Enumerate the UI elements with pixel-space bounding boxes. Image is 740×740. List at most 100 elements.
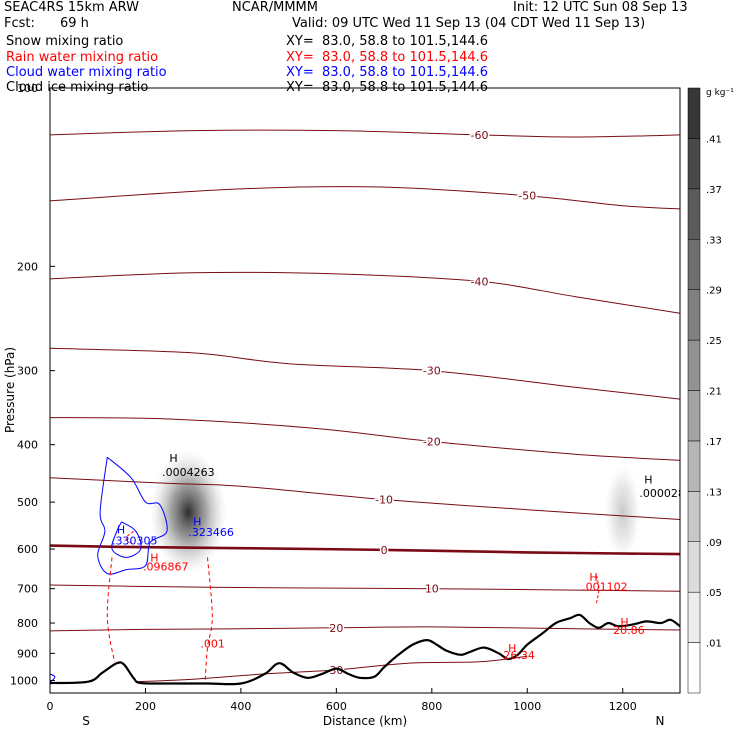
init-time: Init: 12 UTC Sun 08 Sep 13 (513, 0, 688, 15)
extremum-label: .001 (200, 638, 225, 651)
colorbar-swatch (687, 491, 701, 543)
y-tick-label: 900 (17, 647, 38, 660)
model-title: SEAC4RS 15km ARW (4, 0, 140, 15)
extremum-label: H (620, 616, 628, 629)
temperature-contour-label: 20 (329, 622, 343, 635)
temperature-contour-label: 10 (425, 583, 439, 596)
x-tick-label: 0 (47, 700, 54, 713)
colorbar-label: .13 (706, 487, 722, 498)
temperature-contour (50, 271, 680, 314)
temperature-contour-label: -40 (471, 275, 489, 288)
colorbar-swatch (687, 591, 701, 643)
field-xy-snow: XY= 83.0, 58.8 to 101.5,144.6 (286, 34, 489, 49)
colorbar-swatch (687, 188, 701, 240)
temperature-contour (50, 347, 680, 400)
colorbar-swatch (687, 339, 701, 391)
extremum-label: H (117, 524, 125, 537)
extremum-label: 26.34 (503, 649, 534, 662)
temperature-contour-label: -30 (423, 365, 441, 378)
extremum-label: .001102 (582, 581, 628, 594)
colorbar-label: .17 (706, 437, 722, 448)
extremum-label: H (644, 473, 652, 486)
colorbar-label: .41 (706, 134, 722, 145)
y-tick-label: 800 (17, 617, 38, 630)
colorbar-label: .25 (706, 336, 722, 347)
temperature-contour (50, 584, 680, 592)
field-label-snow: Snow mixing ratio (6, 34, 124, 49)
rain-water-contour (204, 557, 213, 682)
temperature-contour (50, 544, 680, 556)
colorbar-swatch (687, 642, 701, 694)
colorbar-label: .09 (706, 538, 722, 549)
field-label-rain: Rain water mixing ratio (6, 50, 159, 65)
colorbar-swatch (687, 440, 701, 492)
temperature-contour (50, 186, 680, 210)
colorbar-swatch (687, 87, 701, 139)
temperature-contour (50, 477, 680, 520)
extremum-label: .330305 (112, 535, 158, 548)
x-end-left: S (82, 714, 90, 728)
y-tick-label: 500 (17, 496, 38, 509)
y-tick-label: 700 (17, 583, 38, 596)
temperature-contour-label: -10 (375, 494, 393, 507)
colorbar-label: .29 (706, 286, 722, 297)
temperature-contour-label: -50 (518, 190, 536, 203)
field-xy-cloud-water: XY= 83.0, 58.8 to 101.5,144.6 (286, 65, 489, 80)
mixing-ratio-shading-main (150, 450, 227, 575)
temperature-contour-label: -20 (423, 435, 441, 448)
x-tick-label: 400 (230, 700, 251, 713)
extremum-label: H (508, 642, 516, 655)
extremum-label: 20.86 (613, 624, 645, 637)
extremum-label: .096867 (143, 560, 189, 573)
x-tick-label: 1000 (513, 700, 541, 713)
y-tick-label: 600 (17, 543, 38, 556)
valid-time: Valid: 09 UTC Wed 11 Sep 13 (04 CDT Wed … (292, 16, 646, 31)
fcst-label: Fcst: (4, 16, 35, 31)
extremum-label: H (589, 571, 597, 584)
temperature-contour-label: 30 (329, 664, 343, 677)
temperature-contour (135, 655, 528, 683)
colorbar-swatch (687, 239, 701, 290)
field-label-cloud-water: Cloud water mixing ratio (6, 65, 167, 80)
y-tick-label: 300 (17, 365, 38, 378)
x-axis-label: Distance (km) (323, 714, 407, 728)
colorbar-swatch (687, 390, 701, 442)
temperature-contour (50, 417, 680, 461)
colorbar-label: .01 (706, 639, 722, 650)
colorbar-label: .33 (706, 235, 722, 246)
extremum-label: .000028 (639, 487, 685, 500)
extremum-label: .0004263 (162, 466, 215, 479)
x-tick-label: 600 (326, 700, 347, 713)
extremum-label: H (150, 552, 158, 565)
temperature-contour (50, 129, 680, 138)
y-tick-label: 200 (17, 260, 38, 273)
org-label: NCAR/MMMM (232, 0, 318, 15)
temperature-contour (50, 626, 680, 632)
x-tick-label: 200 (135, 700, 156, 713)
extremum-label: H (169, 452, 177, 465)
plot-frame (49, 87, 681, 694)
colorbar-label: .05 (706, 588, 722, 599)
extremum-label: H (193, 516, 201, 529)
cloud-water-contour (111, 521, 142, 558)
x-end-right: N (656, 714, 665, 728)
colorbar-unit: g kg⁻¹ (706, 88, 734, 98)
y-tick-label: 1000 (10, 674, 38, 687)
cloud-water-contour (97, 456, 168, 575)
temperature-contour-label: -60 (471, 129, 489, 142)
mixing-ratio-shading-north (604, 464, 641, 561)
y-tick-label: 100 (17, 82, 38, 95)
colorbar-swatch (687, 138, 701, 190)
cloud-water-contour (50, 673, 56, 683)
rain-water-contour (106, 557, 115, 662)
rain-water-contour (125, 530, 134, 546)
colorbar-swatch (687, 289, 701, 341)
y-axis-label: Pressure (hPa) (3, 347, 17, 433)
colorbar-label: .21 (706, 387, 722, 398)
field-xy-rain: XY= 83.0, 58.8 to 101.5,144.6 (286, 50, 489, 65)
x-tick-label: 800 (421, 700, 442, 713)
colorbar-swatch (687, 541, 701, 593)
extremum-label: .323466 (188, 526, 234, 539)
x-tick-label: 1200 (609, 700, 637, 713)
